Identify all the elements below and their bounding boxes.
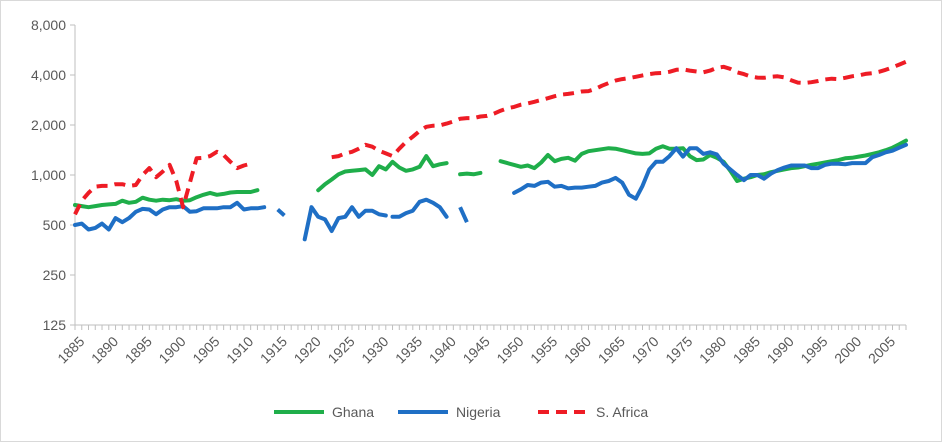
legend: Ghana Nigeria S. Africa [274, 404, 648, 420]
x-tick-label: 1995 [797, 333, 830, 366]
series-line-nigeria [276, 208, 286, 217]
x-tick-label: 1975 [662, 333, 695, 366]
x-tick-label: 1925 [324, 333, 357, 366]
x-tick-label: 1890 [88, 333, 121, 366]
x-tick-label: 2000 [831, 333, 864, 366]
x-tick-label: 1955 [527, 333, 560, 366]
x-tick-label: 1950 [493, 333, 526, 366]
series-line-ghana [498, 138, 908, 183]
x-tick-label: 1985 [730, 333, 763, 366]
y-tick-label: 4,000 [31, 67, 66, 83]
x-tick-label: 1965 [595, 333, 628, 366]
y-tick-label: 125 [43, 317, 67, 333]
y-tick-label: 1,000 [31, 167, 66, 183]
x-tick-label: 1900 [155, 333, 188, 366]
x-tick-label: 1970 [628, 333, 661, 366]
legend-label-ghana: Ghana [332, 404, 374, 420]
x-axis: 1885 1890 1895 1900 1905 1910 1915 1920 1925 1930… [54, 324, 907, 367]
x-tick-label: 2005 [865, 333, 898, 366]
x-tick-label: 1930 [358, 333, 391, 366]
y-tick-label: 2,000 [31, 117, 66, 133]
x-tick-label: 1920 [291, 333, 324, 366]
y-tick-label: 250 [43, 267, 67, 283]
legend-label-s-africa: S. Africa [596, 404, 648, 420]
x-tick-label: 1905 [189, 333, 222, 366]
x-tick-label: 1895 [122, 333, 155, 366]
series-line-nigeria [458, 206, 469, 224]
y-axis: 125 250 500 1,000 2,000 4,000 8,000 [31, 17, 76, 333]
series-line-nigeria [302, 205, 388, 242]
x-tick-label: 1980 [696, 333, 729, 366]
x-tick-label: 1885 [54, 333, 87, 366]
x-tick-label: 1935 [392, 333, 425, 366]
y-tick-label: 500 [43, 217, 67, 233]
x-tick-label: 1910 [223, 333, 256, 366]
series-line-s-africa [331, 59, 907, 160]
series-line-s-africa [73, 149, 252, 216]
x-tick-label: 1940 [426, 333, 459, 366]
x-tick-label: 1990 [764, 333, 797, 366]
x-tick-label: 1945 [460, 333, 493, 366]
series-line-ghana [458, 170, 483, 177]
plot-lines [73, 59, 908, 242]
series-line-nigeria [390, 197, 449, 219]
series-line-nigeria [512, 142, 908, 201]
legend-label-nigeria: Nigeria [456, 404, 501, 420]
series-line-nigeria [73, 200, 267, 232]
x-tick-label: 1915 [257, 333, 290, 366]
series-line-ghana [73, 188, 260, 210]
x-tick-label: 1960 [561, 333, 594, 366]
series-line-ghana [316, 154, 449, 193]
y-tick-label: 8,000 [31, 17, 66, 33]
